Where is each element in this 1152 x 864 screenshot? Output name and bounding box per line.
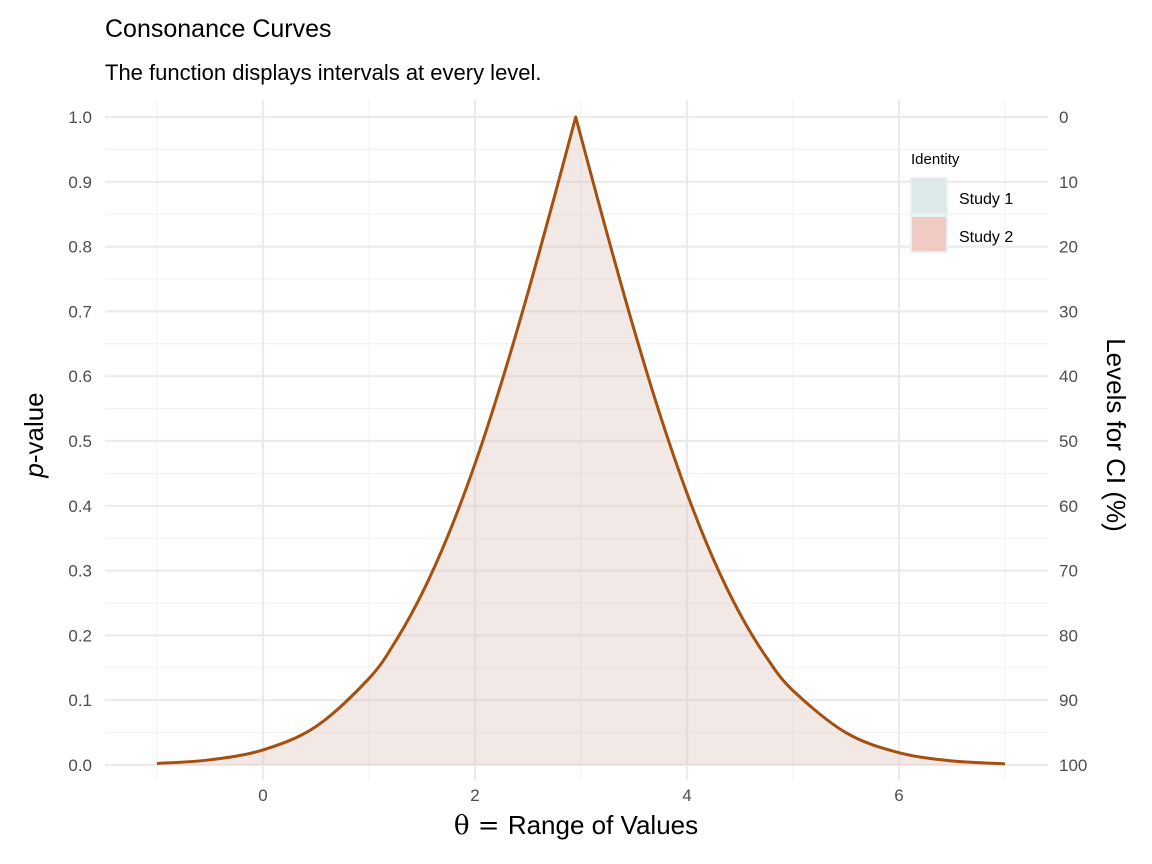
y2-tick-label: 30 bbox=[1059, 302, 1078, 321]
y-tick-label: 0.9 bbox=[68, 173, 92, 192]
y2-tick-label: 70 bbox=[1059, 562, 1078, 581]
y2-tick-label: 80 bbox=[1059, 626, 1078, 645]
x-tick-label: 0 bbox=[258, 786, 267, 805]
y-tick-label: 0.1 bbox=[68, 691, 92, 710]
y-tick-label: 1.0 bbox=[68, 108, 92, 127]
y-tick-label: 0.0 bbox=[68, 756, 92, 775]
gridlines bbox=[105, 100, 1048, 780]
x-axis-label-theta: θ = bbox=[454, 811, 508, 841]
legend-label-study-1: Study 1 bbox=[959, 191, 1013, 208]
x-tick-label: 4 bbox=[682, 786, 691, 805]
y-tick-label: 0.5 bbox=[68, 432, 92, 451]
y2-tick-label: 0 bbox=[1059, 108, 1068, 127]
y-tick-label: 0.6 bbox=[68, 367, 92, 386]
y2-tick-label: 10 bbox=[1059, 173, 1078, 192]
y-tick-label: 0.8 bbox=[68, 238, 92, 257]
y-axis-label: p-value bbox=[19, 392, 49, 478]
y2-tick-label: 40 bbox=[1059, 367, 1078, 386]
x-axis-label: θ = Range of Values bbox=[454, 810, 698, 841]
legend: Identity Study 1 Study 2 bbox=[910, 151, 1013, 253]
plot-marks bbox=[156, 115, 1006, 766]
x-tick-label: 2 bbox=[470, 786, 479, 805]
y2-tick-label: 90 bbox=[1059, 691, 1078, 710]
y2-tick-label: 20 bbox=[1059, 238, 1078, 257]
curve-fill-area bbox=[157, 117, 1005, 765]
y2-tick-label: 50 bbox=[1059, 432, 1078, 451]
legend-swatch-study-1 bbox=[910, 177, 948, 215]
chart-title: Consonance Curves bbox=[105, 15, 332, 43]
x-tick-label: 6 bbox=[894, 786, 903, 805]
y2-tick-label: 100 bbox=[1059, 756, 1087, 775]
legend-label-study-2: Study 2 bbox=[959, 229, 1013, 246]
y-tick-label: 0.2 bbox=[68, 626, 92, 645]
y-tick-label: 0.4 bbox=[68, 497, 92, 516]
x-axis-label-text: Range of Values bbox=[508, 810, 698, 840]
y2-axis-label: Levels for CI (%) bbox=[1101, 338, 1131, 532]
y2-tick-label: 60 bbox=[1059, 497, 1078, 516]
legend-title: Identity bbox=[911, 151, 960, 168]
y-tick-label: 0.3 bbox=[68, 562, 92, 581]
consonance-curve-line bbox=[156, 115, 1006, 766]
y-axis-label-p: p bbox=[19, 463, 49, 478]
y-tick-label: 0.7 bbox=[68, 302, 92, 321]
chart-subtitle: The function displays intervals at every… bbox=[105, 60, 542, 85]
legend-swatch-study-2 bbox=[910, 215, 948, 253]
y-axis-label-text: -value bbox=[19, 392, 49, 463]
